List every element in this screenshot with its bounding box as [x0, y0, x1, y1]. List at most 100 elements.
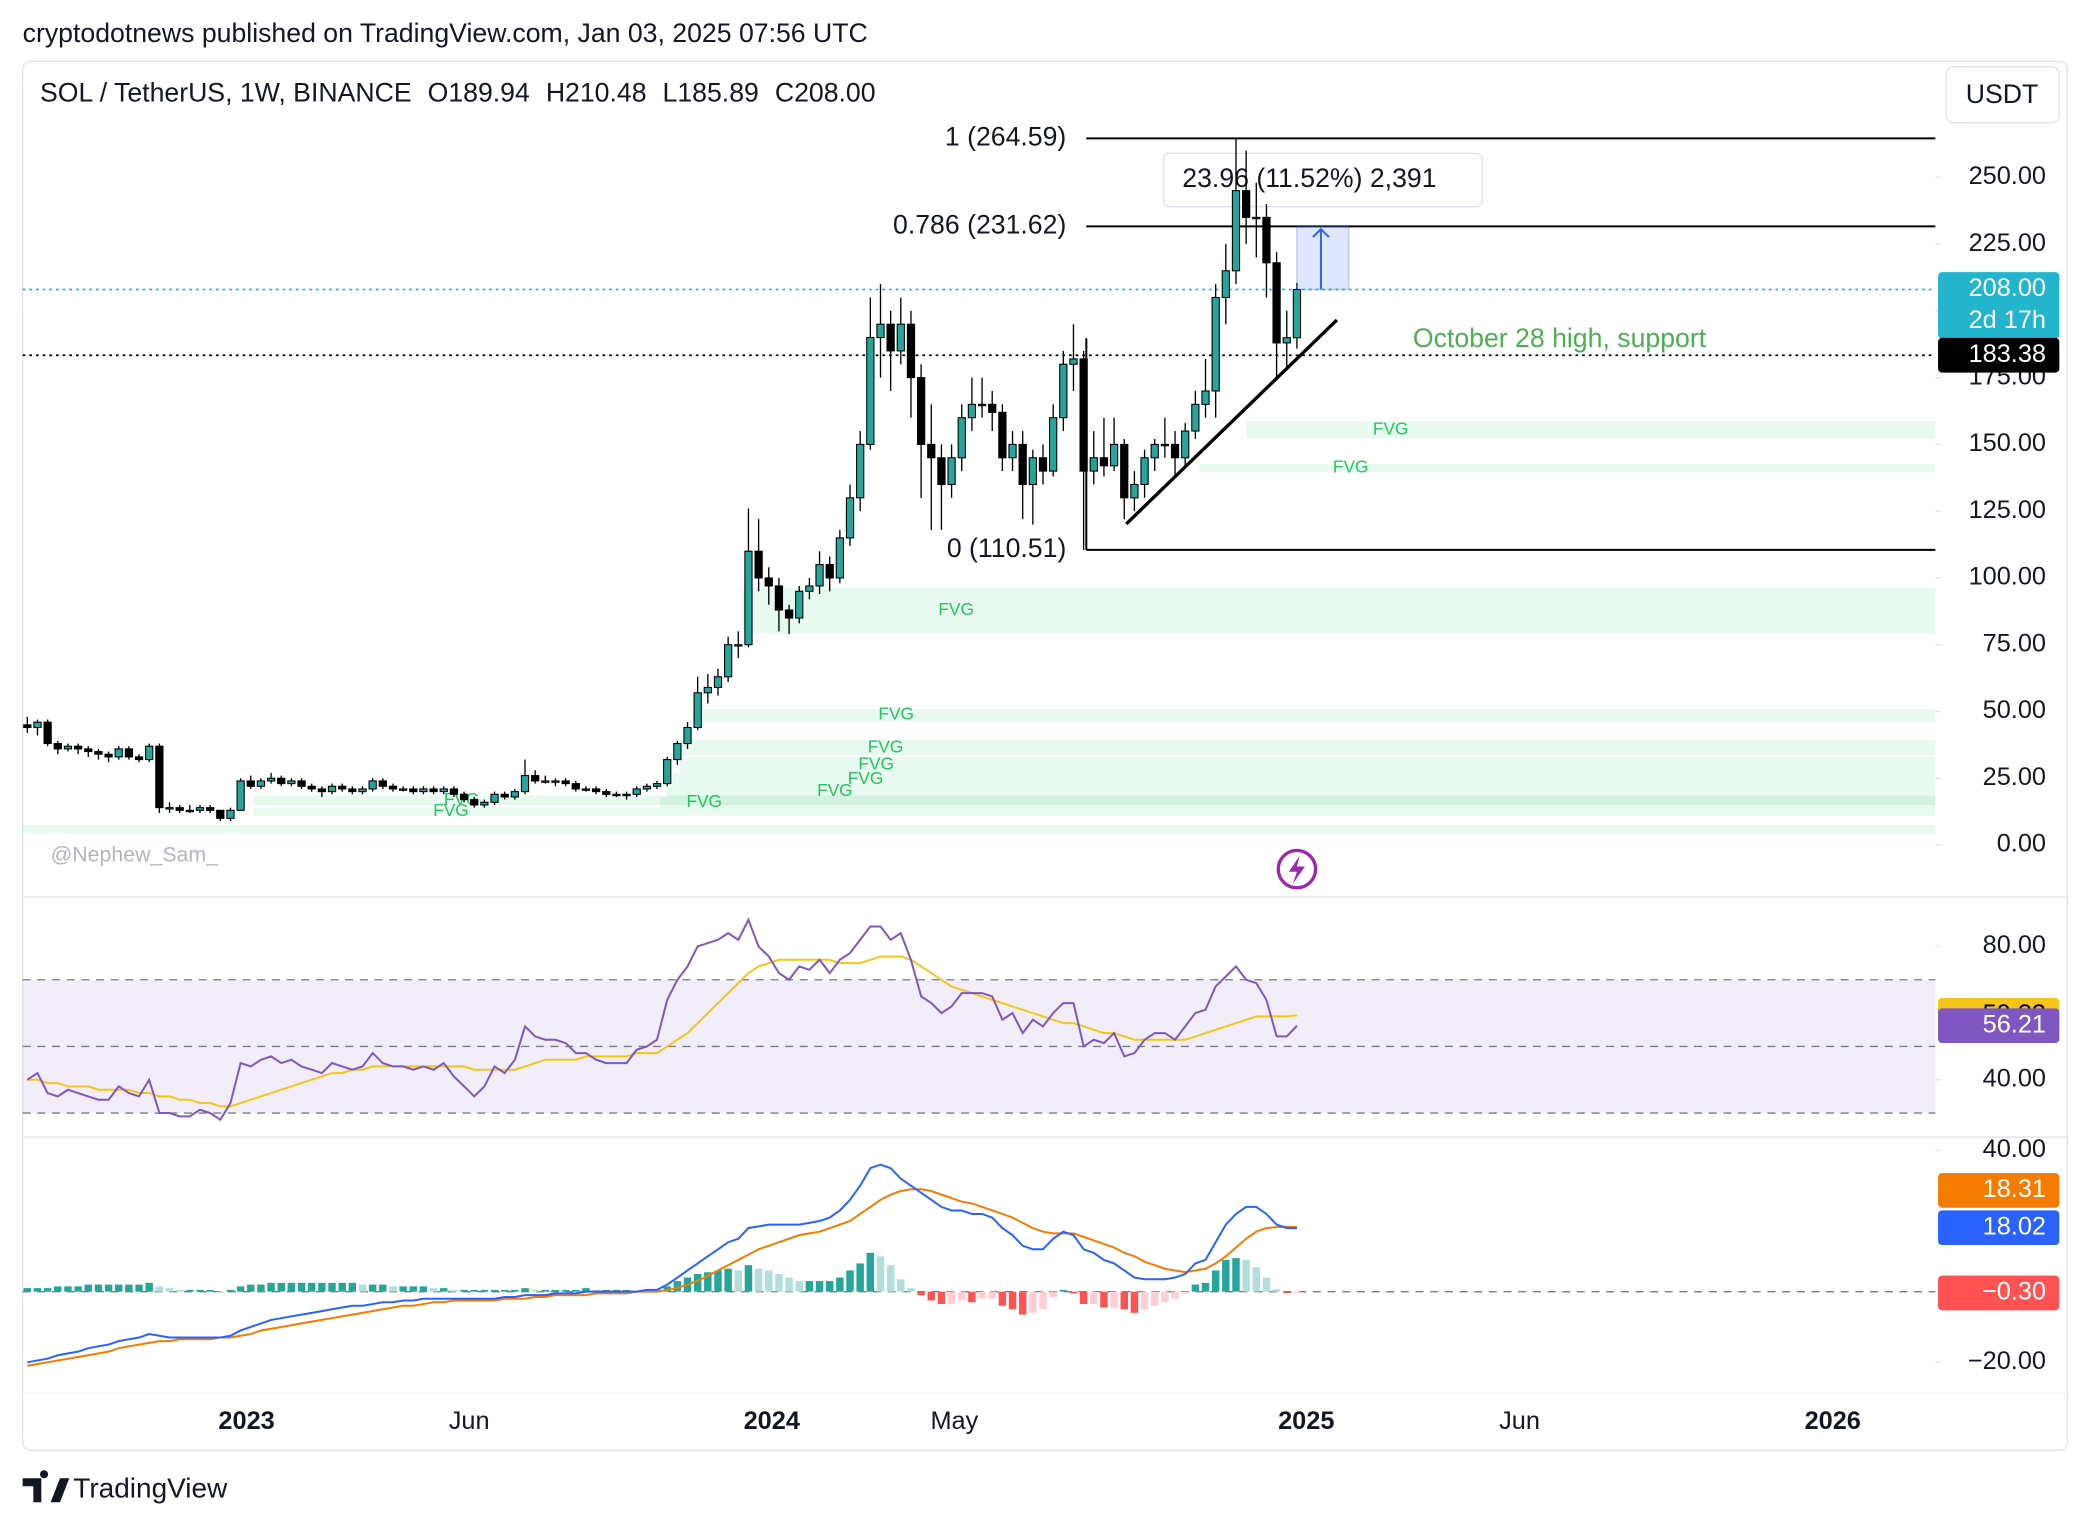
- histogram-bar: [226, 1289, 235, 1292]
- candle-body: [663, 759, 672, 785]
- candle-body: [1109, 443, 1119, 467]
- candle-body: [581, 788, 591, 791]
- watermark: @Nephew_Sam_: [51, 842, 220, 866]
- candle-body: [977, 403, 987, 407]
- histogram-bar: [866, 1252, 875, 1292]
- histogram-bar: [135, 1284, 143, 1292]
- histogram-bar: [754, 1268, 763, 1292]
- histogram-bar: [856, 1263, 864, 1292]
- histogram-bar: [1018, 1291, 1027, 1315]
- histogram-bar: [84, 1284, 92, 1292]
- rsi-line: [26, 917, 1298, 1122]
- candle-body: [43, 721, 52, 745]
- histogram-bar: [1079, 1291, 1088, 1305]
- y-tick-label: 125.00: [1969, 496, 2046, 524]
- candle-body: [429, 788, 438, 793]
- candle-body: [510, 791, 519, 798]
- x-tick-label: 2025: [1278, 1407, 1334, 1435]
- y-tick-label: 100.00: [1969, 563, 2046, 591]
- candle-body: [602, 791, 611, 795]
- histogram-bar: [1150, 1291, 1159, 1306]
- candle-body: [1262, 216, 1271, 264]
- histogram-bar: [257, 1284, 265, 1292]
- candle-body: [256, 780, 266, 787]
- histogram-bar: [1242, 1259, 1250, 1292]
- candle-body: [693, 692, 702, 729]
- fvg-label: FVG: [858, 753, 894, 773]
- candle-body: [1099, 457, 1109, 467]
- histogram-bar: [927, 1291, 936, 1301]
- brand: TradingView: [73, 1473, 228, 1504]
- candle-body: [419, 788, 428, 793]
- symbol: SOL / TetherUS, 1W, BINANCE: [40, 78, 412, 108]
- histogram-bar: [1069, 1291, 1078, 1294]
- macd-badge-box: [1938, 1173, 2060, 1208]
- candle-body: [1008, 443, 1017, 459]
- currency-button[interactable]: USDT: [1945, 66, 2061, 124]
- candle-body: [63, 745, 73, 750]
- histogram-bar: [419, 1286, 428, 1292]
- candle-body: [541, 780, 550, 783]
- candle-body: [216, 809, 225, 819]
- rsi-badge-box: [1938, 1008, 2060, 1044]
- histogram-bar: [551, 1289, 560, 1292]
- y-tick-label: 25.00: [1983, 763, 2046, 791]
- histogram-bar: [1252, 1266, 1261, 1292]
- candle-body: [1272, 262, 1281, 344]
- histogram-bar: [815, 1281, 824, 1292]
- histogram-bar: [582, 1288, 590, 1292]
- candle-body: [632, 788, 641, 795]
- histogram-bar: [744, 1265, 753, 1292]
- candle-body: [1079, 358, 1088, 472]
- histogram-bar: [572, 1289, 580, 1292]
- candle-body: [1282, 337, 1291, 344]
- histogram-bar: [714, 1270, 722, 1292]
- histogram-bar: [541, 1289, 550, 1292]
- candle-body: [459, 793, 469, 801]
- x-tick-label: 2023: [218, 1407, 274, 1435]
- candle-body: [1038, 457, 1048, 472]
- candle-body: [297, 780, 306, 787]
- histogram-bar: [206, 1289, 214, 1292]
- symbol-line: SOL / TetherUS, 1W, BINANCE O189.94 H210.4…: [40, 78, 876, 108]
- candle-body: [1211, 296, 1220, 392]
- candle-body: [124, 748, 134, 758]
- macd-badge-box: [1938, 1210, 2060, 1246]
- currency-button-label[interactable]: USDT: [1966, 79, 2039, 109]
- histogram-bar: [937, 1291, 946, 1305]
- histogram-bar: [876, 1256, 885, 1292]
- candle-body: [642, 785, 652, 790]
- y-tick-label: 250.00: [1969, 162, 2046, 190]
- histogram-bar: [978, 1291, 986, 1299]
- histogram-bar: [338, 1282, 346, 1292]
- histogram-bar: [988, 1291, 996, 1299]
- price-badge: 183.38: [1969, 340, 2046, 368]
- histogram-bar: [460, 1289, 468, 1292]
- candle-body: [1049, 417, 1058, 472]
- histogram-bar: [846, 1270, 854, 1292]
- logo-mark: [22, 1470, 70, 1503]
- candle-body: [1242, 190, 1251, 218]
- fvg-zone: [1246, 421, 1936, 439]
- candle-body: [998, 411, 1007, 459]
- alert-bolt[interactable]: [1288, 855, 1305, 884]
- histogram-bar: [43, 1288, 52, 1292]
- candle-body: [368, 780, 377, 790]
- histogram-bar: [267, 1282, 275, 1292]
- x-tick-label: 2026: [1805, 1407, 1861, 1435]
- candle-body: [226, 809, 235, 819]
- fvg-label: FVG: [686, 791, 722, 811]
- histogram-bar: [805, 1281, 814, 1292]
- histogram-bar: [958, 1291, 966, 1301]
- fvg-zone: [253, 795, 1936, 805]
- histogram-bar: [785, 1277, 793, 1292]
- currency-button-box[interactable]: [1945, 66, 2061, 124]
- histogram-bar: [23, 1288, 32, 1292]
- y-tick-label: 75.00: [1983, 629, 2046, 657]
- histogram-bar: [247, 1284, 255, 1292]
- histogram-bar: [1181, 1291, 1189, 1294]
- candle-body: [33, 721, 42, 729]
- alert-icon[interactable]: [1276, 848, 1318, 890]
- candle-body: [1191, 403, 1200, 432]
- histogram-bar: [947, 1291, 956, 1305]
